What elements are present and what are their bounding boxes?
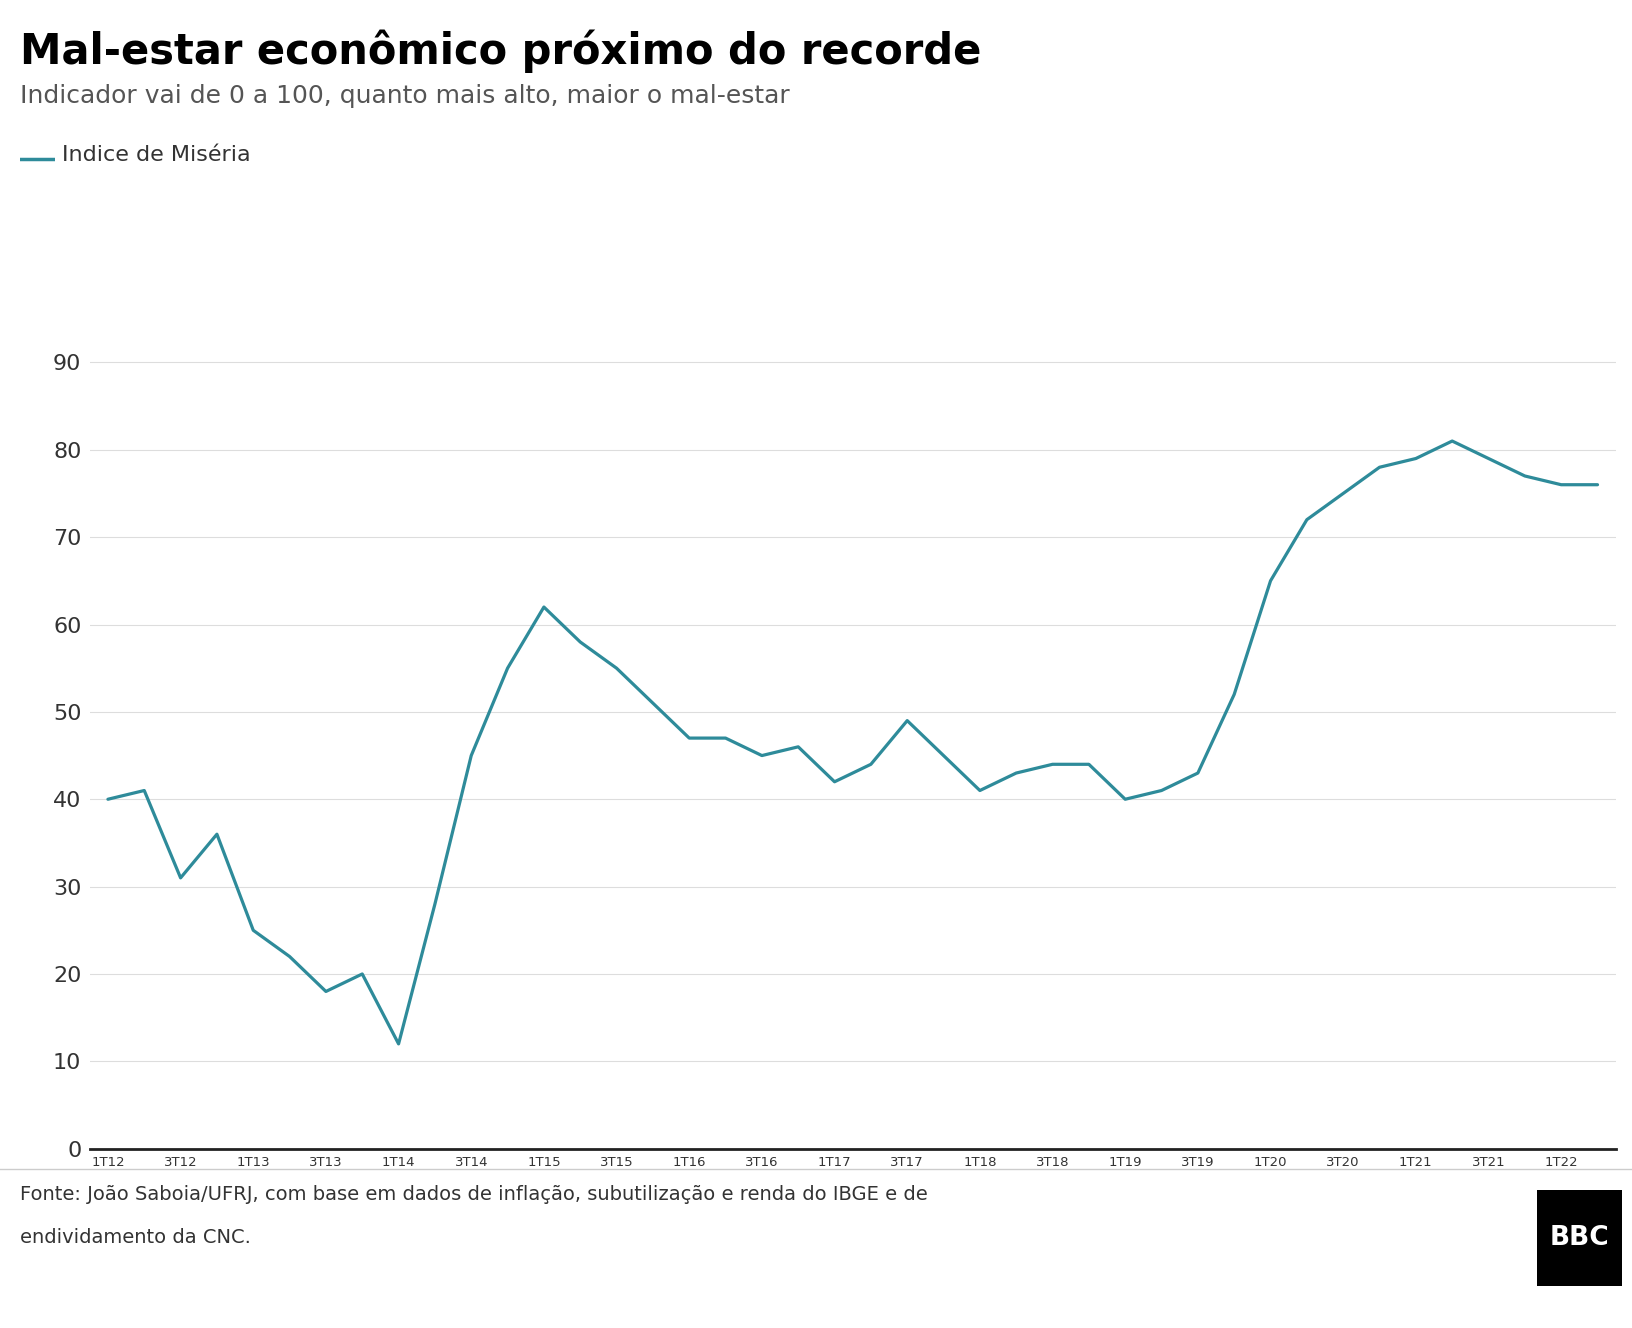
Text: BBC: BBC [1550,1224,1609,1251]
Text: Mal-estar econômico próximo do recorde: Mal-estar econômico próximo do recorde [20,29,981,73]
Text: endividamento da CNC.: endividamento da CNC. [20,1228,250,1247]
Text: Fonte: João Saboia/UFRJ, com base em dados de inflação, subutilização e renda do: Fonte: João Saboia/UFRJ, com base em dad… [20,1185,927,1203]
Text: Indice de Miséria: Indice de Miséria [62,145,251,166]
Text: Indicador vai de 0 a 100, quanto mais alto, maior o mal-estar: Indicador vai de 0 a 100, quanto mais al… [20,84,790,108]
